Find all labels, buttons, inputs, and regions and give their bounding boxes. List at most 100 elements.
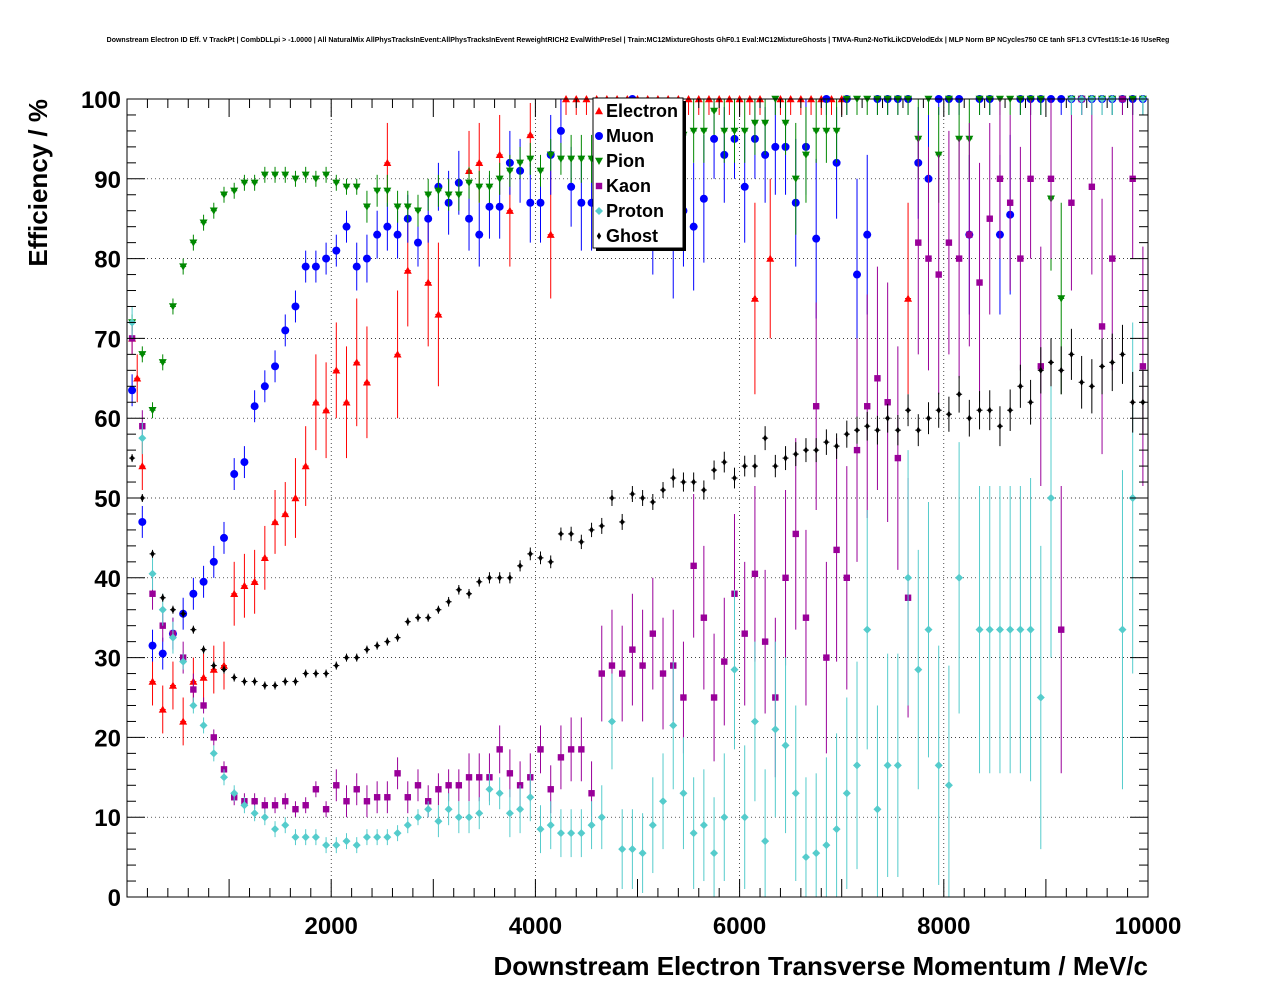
data-point-kaon	[986, 215, 993, 222]
data-point-pion	[740, 127, 749, 135]
chart-title: Downstream Electron ID Eff. V TrackPt | …	[107, 37, 1170, 44]
legend-entry-electron: Electron	[595, 101, 678, 121]
data-point-kaon	[394, 770, 401, 777]
data-point-ghost	[405, 618, 410, 626]
data-point-kaon	[608, 662, 616, 669]
x-axis-title: Downstream Electron Transverse Momentum …	[493, 951, 1148, 981]
data-point-kaon	[261, 802, 269, 809]
data-point-proton	[1006, 625, 1015, 634]
data-point-ghost	[201, 646, 206, 654]
data-point-kaon	[271, 802, 279, 809]
y-tick-label-7: 70	[94, 326, 121, 353]
data-point-proton	[281, 821, 290, 830]
data-point-ghost	[395, 634, 400, 642]
data-point-kaon	[414, 782, 422, 789]
y-tick-label-10: 100	[81, 87, 121, 114]
data-point-ghost	[425, 614, 431, 622]
data-point-kaon	[700, 614, 708, 621]
data-point-proton	[424, 805, 433, 814]
data-point-electron	[526, 130, 535, 139]
data-point-ghost	[834, 442, 839, 450]
data-point-electron	[133, 374, 142, 382]
data-point-proton	[944, 781, 953, 790]
data-point-proton	[863, 625, 872, 634]
data-point-muon	[199, 577, 208, 586]
data-point-ghost	[865, 422, 870, 430]
data-point-kaon	[333, 782, 340, 789]
data-point-kaon	[547, 786, 554, 793]
data-point-pion	[301, 171, 310, 179]
data-point-electron	[766, 254, 775, 262]
data-point-pion	[311, 175, 320, 183]
data-point-kaon	[363, 798, 371, 805]
data-point-electron	[199, 673, 208, 681]
data-point-pion	[362, 203, 371, 211]
data-point-ghost	[303, 669, 308, 678]
data-point-kaon	[833, 546, 840, 554]
data-point-muon	[863, 230, 872, 239]
data-point-ghost	[762, 434, 768, 442]
data-point-kaon	[925, 255, 932, 262]
data-point-ghost	[701, 486, 707, 494]
data-point-electron	[546, 230, 555, 238]
data-point-ghost	[916, 426, 921, 434]
data-point-proton	[505, 809, 514, 818]
data-point-ghost	[129, 454, 135, 462]
data-point-proton	[638, 849, 647, 858]
data-point-electron	[158, 705, 167, 713]
data-point-kaon	[955, 255, 963, 262]
data-point-ghost	[1007, 406, 1013, 414]
data-point-muon	[373, 230, 382, 239]
data-point-electron	[393, 350, 402, 358]
data-point-kaon	[649, 630, 657, 637]
data-point-kaon	[1139, 363, 1147, 370]
data-point-kaon	[598, 670, 605, 677]
data-point-ghost	[323, 669, 329, 678]
data-point-muon	[189, 589, 198, 598]
data-point-proton	[710, 849, 719, 858]
data-point-proton	[934, 761, 943, 770]
data-point-kaon	[465, 774, 473, 781]
data-point-proton	[597, 813, 606, 822]
data-point-kaon	[1068, 199, 1075, 206]
data-point-electron	[383, 158, 392, 167]
series-ghost	[129, 324, 1146, 690]
data-point-pion	[791, 175, 800, 183]
data-point-proton	[373, 833, 382, 842]
data-point-ghost	[987, 406, 992, 414]
data-point-ghost	[691, 478, 696, 486]
data-point-pion	[219, 191, 228, 199]
data-point-ghost	[364, 646, 370, 654]
data-point-muon	[362, 254, 371, 263]
data-point-ghost	[619, 518, 625, 526]
data-point-ghost	[191, 626, 196, 634]
data-point-ghost	[456, 586, 462, 594]
legend-label-muon: Muon	[606, 126, 654, 146]
data-point-ghost	[609, 494, 615, 502]
data-point-pion	[271, 171, 280, 179]
legend-marker-electron	[595, 107, 603, 115]
data-point-proton	[342, 837, 351, 846]
data-point-kaon	[792, 530, 799, 538]
data-point-ghost	[313, 669, 319, 678]
data-point-kaon	[761, 638, 769, 645]
legend-entry-kaon: Kaon	[595, 176, 651, 196]
data-point-proton	[148, 569, 157, 578]
data-point-ghost	[1089, 382, 1095, 390]
data-point-proton	[516, 805, 525, 814]
data-point-ghost	[252, 677, 257, 686]
data-point-ghost	[283, 677, 288, 686]
data-point-muon	[699, 194, 708, 203]
data-point-ghost	[1110, 358, 1115, 366]
data-point-kaon	[373, 794, 381, 801]
data-point-muon	[740, 182, 749, 191]
data-point-proton	[985, 625, 994, 634]
data-point-muon	[322, 254, 331, 263]
data-point-kaon	[894, 454, 902, 462]
data-point-kaon	[945, 239, 953, 246]
data-point-muon	[567, 182, 576, 191]
data-point-ghost	[180, 610, 186, 618]
data-point-electron	[403, 266, 412, 274]
data-point-electron	[240, 581, 249, 589]
